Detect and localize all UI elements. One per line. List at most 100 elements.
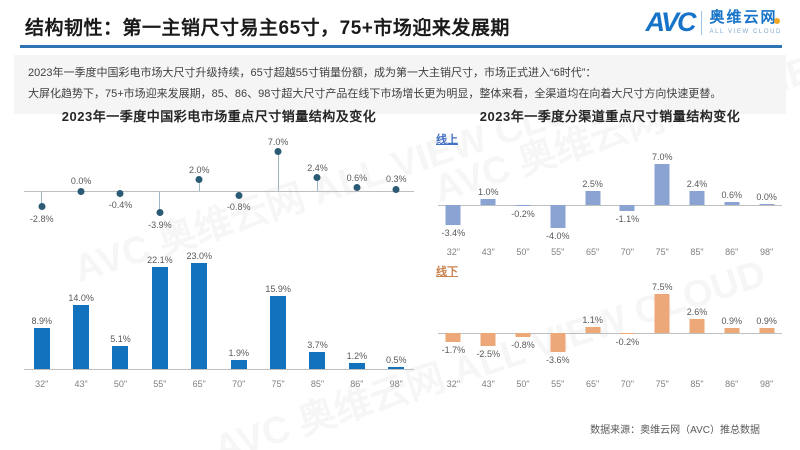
bar xyxy=(515,333,531,338)
lollipop-dot xyxy=(353,184,361,192)
chart-column: 0.0% 98" xyxy=(749,149,784,257)
x-tick-label: 65" xyxy=(192,379,206,389)
x-tick-label: 86" xyxy=(350,379,364,389)
chart-column: 7.0% 75" xyxy=(645,149,680,257)
chart-column: -0.2% 70" xyxy=(610,281,645,389)
data-source-note: 数据来源：奥维云网（AVC）推总数据 xyxy=(590,425,760,436)
chart-column: 7.0% xyxy=(258,131,297,235)
chart-column: 5.1% 50" xyxy=(101,237,140,389)
bar xyxy=(550,333,566,352)
logo-tagline: ALL VIEW CLOUD xyxy=(709,28,782,35)
value-label: 2.5% xyxy=(582,178,603,189)
x-tick-label: 85" xyxy=(310,379,325,389)
value-label: -0.2% xyxy=(511,209,535,220)
bar xyxy=(724,328,740,333)
value-label: 3.7% xyxy=(307,339,328,350)
chart-column: 1.0% 43" xyxy=(471,149,506,257)
value-label: 0.6% xyxy=(346,172,368,183)
chart-column: -2.8% xyxy=(22,131,61,235)
header-divider xyxy=(20,45,782,48)
x-tick-label: 70" xyxy=(620,379,634,389)
avc-logo: AVC 奥维云网 ALL VIEW CLOUD xyxy=(645,9,782,36)
chart-column: 0.9% 86" xyxy=(714,281,749,389)
value-label: -3.4% xyxy=(441,227,466,238)
x-tick-label: 43" xyxy=(481,379,495,389)
chart-column: 23.0% 65" xyxy=(180,237,219,389)
bar xyxy=(689,191,705,205)
x-tick-label: 98" xyxy=(759,379,774,389)
avc-logo-dot-icon xyxy=(774,18,780,24)
lollipop-dot xyxy=(116,189,124,197)
chart-column: 0.9% 98" xyxy=(749,281,784,389)
x-tick-label: 65" xyxy=(585,247,600,257)
logo-wordmark: 奥维云网 ALL VIEW CLOUD xyxy=(709,10,782,35)
value-label: 7.0% xyxy=(267,136,289,147)
axis-line xyxy=(24,190,414,192)
right-chart-panel: 2023年一季度分渠道重点尺寸销量结构变化 线上 -3.4% 32" 1.0% 43"… xyxy=(436,106,784,389)
chart-column: -0.8% xyxy=(219,131,258,235)
x-tick-label: 75" xyxy=(271,379,285,389)
x-tick-label: 75" xyxy=(655,247,669,257)
online-change-bar-chart: -3.4% 32" 1.0% 43" -0.2% 50" -4.0% 55" 2.5% 65" -1… xyxy=(436,149,784,257)
x-tick-label: 98" xyxy=(389,379,403,389)
value-label: 1.0% xyxy=(477,187,499,198)
value-label: -2.5% xyxy=(476,349,500,359)
chart-column: -3.4% 32" xyxy=(436,149,471,257)
x-tick-label: 55" xyxy=(551,379,565,389)
axis-line xyxy=(24,368,414,370)
value-label: -0.2% xyxy=(615,337,640,348)
value-label: 1.1% xyxy=(582,315,603,326)
value-label: 0.9% xyxy=(721,316,743,327)
value-label: 0.6% xyxy=(721,189,743,200)
intro-line-1: 2023年一季度中国彩电市场大尺寸升级持续，65寸超越55寸销量份额，成为第一大… xyxy=(28,67,597,79)
value-label: 0.0% xyxy=(756,192,777,202)
value-label: 0.3% xyxy=(386,174,407,185)
x-tick-label: 43" xyxy=(74,379,88,389)
bar xyxy=(619,333,635,335)
lollipop-stem xyxy=(316,177,318,191)
x-tick-label: 65" xyxy=(585,379,600,389)
value-label: 0.5% xyxy=(386,354,407,365)
chart-column: 22.1% 55" xyxy=(140,237,179,389)
bar xyxy=(619,205,635,212)
x-tick-label: 70" xyxy=(620,247,634,257)
bar xyxy=(112,345,129,369)
chart-column: 2.4% xyxy=(298,131,337,235)
intro-line-2: 大屏化趋势下，75+市场迎来发展期，85、86、98寸超大尺寸产品在线下市场增长… xyxy=(28,88,722,101)
value-label: -0.8% xyxy=(226,202,251,213)
lollipop-stem xyxy=(277,151,279,191)
x-tick-label: 43" xyxy=(481,247,495,257)
chart-column: 0.0% xyxy=(61,131,100,235)
value-label: 1.9% xyxy=(228,348,249,359)
value-label: -0.4% xyxy=(108,200,133,211)
value-label: 7.5% xyxy=(651,282,673,292)
chart-column: 15.9% 75" xyxy=(258,237,297,389)
x-tick-label: 32" xyxy=(35,379,49,389)
lollipop-dot xyxy=(38,203,46,211)
x-tick-label: 55" xyxy=(153,379,167,389)
chart-column: 7.5% 75" xyxy=(645,281,680,389)
chart-column: -2.5% 43" xyxy=(471,281,506,389)
chart-column: 2.4% 85" xyxy=(680,149,715,257)
bar xyxy=(270,295,287,369)
left-chart-panel: 2023年一季度中国彩电市场重点尺寸销量结构及变化 -2.8% 0.0% -0.4%… xyxy=(22,106,416,389)
x-tick-label: 98" xyxy=(759,247,774,257)
value-label: -2.8% xyxy=(29,213,54,224)
chart-column: -0.4% xyxy=(101,131,140,235)
lollipop-dot xyxy=(235,191,243,199)
chart-column: 2.5% 65" xyxy=(575,149,610,258)
logo-divider xyxy=(701,10,703,35)
x-tick-label: 55" xyxy=(551,247,565,257)
value-label: 23.0% xyxy=(186,251,213,262)
chart-column: 2.6% 85" xyxy=(680,281,715,389)
value-label: 1.2% xyxy=(346,351,368,362)
bar xyxy=(689,319,705,333)
chart-column: -3.6% 55" xyxy=(540,281,575,389)
axis-line xyxy=(438,332,782,334)
lollipop-stem xyxy=(41,191,43,207)
lollipop-dot xyxy=(77,187,85,195)
lollipop-dot xyxy=(156,209,164,217)
chart-column: 3.7% 85" xyxy=(298,237,337,389)
bar xyxy=(550,205,566,229)
x-tick-label: 32" xyxy=(446,247,460,257)
